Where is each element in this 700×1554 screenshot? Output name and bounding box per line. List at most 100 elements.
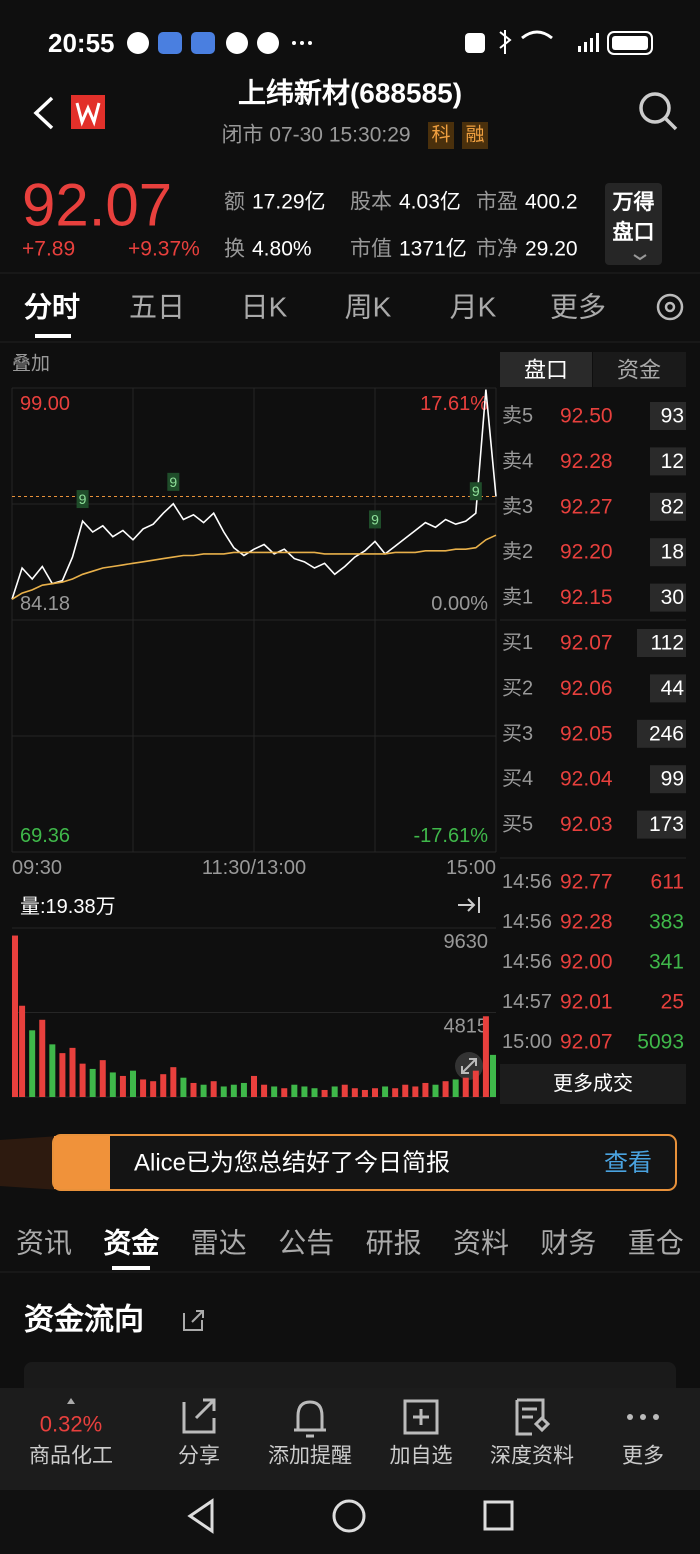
volume-bar — [361, 1089, 368, 1097]
volume-bar — [240, 1082, 247, 1097]
trade-price: 92.01 — [560, 991, 613, 1014]
volume-bar — [19, 1005, 26, 1097]
back-icon[interactable] — [33, 96, 54, 130]
market-status: 闭市 07-30 15:30:29 — [221, 124, 410, 147]
toolbar-item[interactable]: 分享 — [178, 1445, 220, 1468]
period-tab[interactable]: 月K — [450, 292, 497, 323]
volume-bar — [69, 1047, 76, 1097]
banner-action[interactable]: 查看 — [604, 1150, 652, 1177]
level-label: 卖3 — [502, 495, 533, 518]
wind-button-text[interactable]: 万得盘口 — [612, 191, 655, 244]
more-trades[interactable]: 更多成交 — [553, 1072, 633, 1095]
badge: 科 — [431, 124, 450, 146]
more-trades-bg[interactable] — [500, 1064, 686, 1104]
volume-bar — [210, 1081, 217, 1097]
section-tab[interactable]: 雷达 — [191, 1228, 247, 1259]
period-tab[interactable]: 五日 — [129, 292, 185, 323]
volume-bar — [140, 1079, 147, 1097]
volume-bar — [89, 1068, 96, 1097]
panel-tab[interactable]: 资金 — [617, 358, 661, 383]
volume-bar — [341, 1084, 348, 1097]
section-tab[interactable]: 资金 — [103, 1227, 160, 1259]
annotation: 9 — [371, 511, 379, 527]
wind-button-bg[interactable] — [605, 183, 662, 265]
trade-time: 15:00 — [502, 1031, 552, 1053]
level-volume: 112 — [651, 632, 684, 655]
annotation: 9 — [169, 474, 177, 490]
level-volume: 93 — [661, 405, 684, 428]
y2-tick-label: -17.61% — [414, 825, 489, 847]
link-icon[interactable] — [183, 1310, 204, 1331]
volume-bar — [402, 1084, 409, 1097]
volume-bar — [422, 1082, 429, 1097]
panel-tab[interactable]: 盘口 — [524, 358, 568, 383]
section-tab[interactable]: 重仓 — [628, 1228, 684, 1259]
volume-bar — [271, 1086, 278, 1097]
trade-price: 92.77 — [560, 871, 613, 894]
sector-change[interactable]: 0.32% — [40, 1412, 102, 1437]
trade-volume: 611 — [651, 871, 684, 894]
toolbar-item[interactable]: 深度资料 — [490, 1445, 574, 1468]
x-tick-label: 15:00 — [446, 857, 496, 879]
banner-frame[interactable] — [0, 1134, 677, 1191]
toolbar-item[interactable]: 添加提醒 — [268, 1445, 352, 1468]
volume-bar — [251, 1075, 257, 1097]
overlay-button[interactable]: 叠加 — [12, 353, 50, 375]
section-tab[interactable]: 公告 — [278, 1228, 334, 1259]
volume-bar — [311, 1088, 318, 1097]
nav-back[interactable] — [187, 1498, 214, 1534]
wind-button[interactable]: 万得盘口 — [605, 188, 662, 252]
price-line — [11, 534, 497, 600]
trade-volume: 5093 — [637, 1031, 684, 1054]
logo — [71, 95, 105, 129]
volume-bar — [291, 1084, 298, 1097]
y-tick-label: 69.36 — [20, 825, 70, 847]
section-tab[interactable]: 资讯 — [16, 1228, 72, 1259]
volume-bar — [321, 1089, 328, 1097]
level-volume: 44 — [661, 677, 685, 700]
period-tab[interactable]: 分时 — [24, 292, 80, 323]
volume-bar — [200, 1084, 207, 1097]
annotation-bg — [76, 490, 89, 509]
volume-tick-label: 4815 — [444, 1016, 489, 1038]
volume-bar — [12, 935, 18, 1097]
trade-price: 92.00 — [560, 951, 613, 974]
volume-bar — [49, 1044, 56, 1097]
level-label: 买5 — [502, 814, 533, 836]
volume-bar — [160, 1074, 167, 1097]
level-price: 92.20 — [560, 541, 613, 564]
section-tab[interactable]: 财务 — [540, 1228, 596, 1259]
trade-volume: 383 — [649, 911, 684, 934]
sector-name[interactable]: 商品化工 — [29, 1445, 113, 1468]
section-tab[interactable]: 资料 — [453, 1228, 509, 1259]
volume-bar — [261, 1084, 268, 1097]
toolbar-item[interactable]: 加自选 — [390, 1445, 453, 1468]
search-icon[interactable] — [639, 92, 678, 131]
volume-bar — [230, 1084, 237, 1097]
y2-tick-label: 0.00% — [431, 593, 488, 615]
section-title: 资金流向 — [24, 1303, 144, 1337]
nav-recent[interactable] — [483, 1500, 514, 1531]
stat-label: 换 — [224, 238, 245, 261]
stat-value: 1371亿 — [399, 238, 467, 261]
panel-tab-active[interactable] — [500, 352, 592, 387]
period-tab[interactable]: 日K — [241, 292, 288, 323]
level-label: 买3 — [502, 723, 533, 745]
settings-icon[interactable] — [656, 293, 684, 321]
volume-bar — [472, 1070, 479, 1097]
period-tab[interactable]: 周K — [345, 292, 392, 323]
section-tab[interactable]: 研报 — [366, 1228, 422, 1259]
nav-home[interactable] — [332, 1499, 366, 1533]
trade-time: 14:56 — [502, 951, 552, 973]
status-icons — [127, 30, 653, 55]
stat-value: 400.2 — [525, 191, 578, 214]
period-tab[interactable]: 更多 — [550, 292, 606, 323]
panel-tab[interactable] — [593, 352, 686, 387]
toolbar-item[interactable]: 更多 — [622, 1445, 664, 1468]
expand-icon[interactable] — [458, 897, 480, 913]
volume-bar — [482, 1016, 489, 1097]
more-dots — [627, 1414, 659, 1420]
volume-bar — [331, 1086, 338, 1097]
banner-text[interactable]: Alice已为您总结好了今日简报 — [134, 1150, 450, 1177]
